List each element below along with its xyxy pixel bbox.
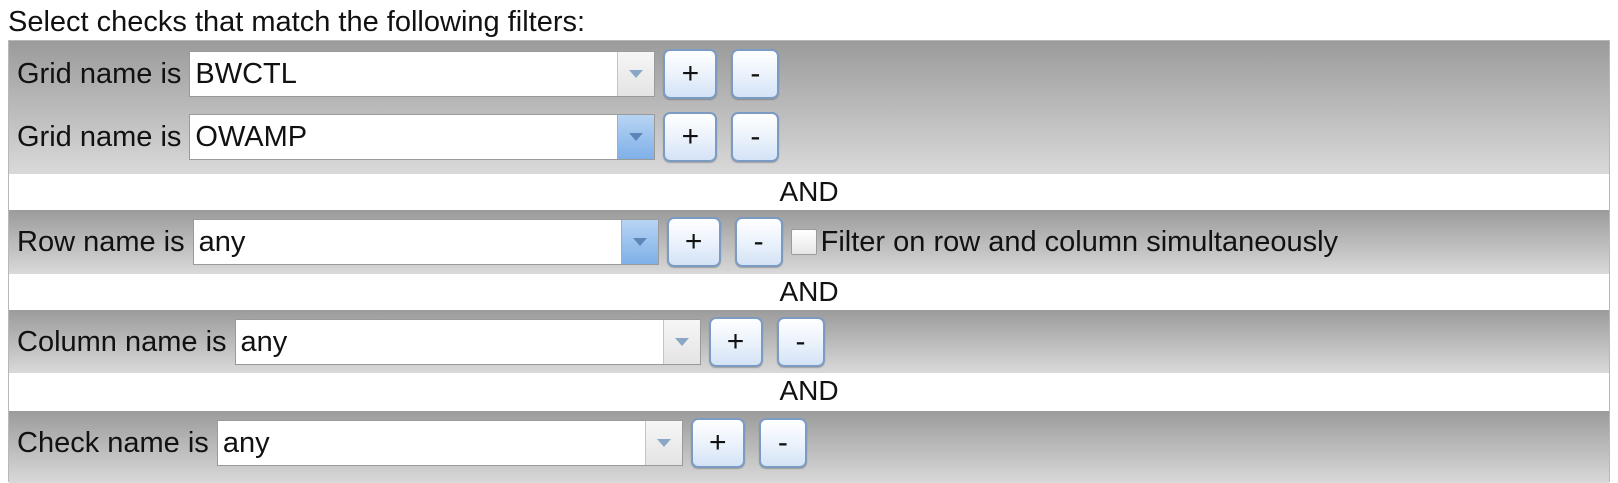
dropdown-arrow-button[interactable] [620, 220, 658, 264]
filter-panel: Grid name is BWCTL + - Grid name is OWAM… [8, 40, 1610, 483]
chevron-down-icon [674, 338, 689, 346]
and-separator: AND [779, 176, 839, 207]
add-filter-button[interactable]: + [708, 317, 763, 367]
add-filter-button[interactable]: + [666, 217, 721, 267]
remove-filter-button[interactable]: - [731, 112, 780, 162]
simultaneous-filter-label[interactable]: Filter on row and column simultaneously [820, 225, 1339, 258]
grid-name-select[interactable]: OWAMP [189, 114, 656, 160]
chevron-down-icon [629, 70, 644, 78]
grid-filter-row-2: Grid name is OWAMP + - [9, 112, 780, 162]
grid-filter-label: Grid name is [17, 57, 182, 90]
check-name-select[interactable]: any [216, 420, 683, 466]
column-filter-row: Column name is any + - [9, 317, 825, 367]
check-filter-row: Check name is any + - [9, 418, 807, 468]
dropdown-arrow-button[interactable] [617, 52, 655, 96]
dropdown-arrow-button[interactable] [644, 421, 682, 465]
and-separator: AND [779, 375, 839, 406]
row-filter-group: Row name is any + - Filter on row and co… [9, 210, 1609, 274]
filter-instructions: Select checks that match the following f… [8, 6, 586, 38]
remove-filter-button[interactable]: - [731, 49, 780, 99]
dropdown-arrow-button[interactable] [617, 115, 655, 159]
and-separator: AND [779, 276, 839, 307]
remove-filter-button[interactable]: - [758, 418, 807, 468]
column-filter-group: Column name is any + - [9, 310, 1609, 373]
add-filter-button[interactable]: + [663, 49, 718, 99]
column-name-value: any [240, 326, 288, 358]
row-name-select[interactable]: any [192, 219, 659, 265]
column-filter-label: Column name is [17, 325, 227, 358]
add-filter-button[interactable]: + [690, 418, 745, 468]
remove-filter-button[interactable]: - [734, 217, 783, 267]
grid-name-select[interactable]: BWCTL [189, 51, 656, 97]
dropdown-arrow-button[interactable] [662, 320, 700, 364]
grid-name-value: OWAMP [195, 121, 308, 153]
grid-filter-group: Grid name is BWCTL + - Grid name is OWAM… [9, 41, 1609, 174]
row-name-value: any [198, 226, 246, 258]
grid-filter-label: Grid name is [17, 120, 182, 153]
check-filter-label: Check name is [17, 426, 209, 459]
chevron-down-icon [632, 238, 647, 246]
check-name-value: any [222, 427, 270, 459]
simultaneous-filter-checkbox[interactable] [790, 229, 817, 255]
remove-filter-button[interactable]: - [776, 317, 825, 367]
column-name-select[interactable]: any [234, 319, 701, 365]
grid-name-value: BWCTL [195, 58, 297, 90]
check-filter-group: Check name is any + - [9, 411, 1609, 483]
add-filter-button[interactable]: + [663, 112, 718, 162]
grid-filter-row-1: Grid name is BWCTL + - [9, 49, 780, 99]
row-filter-label: Row name is [17, 225, 185, 258]
chevron-down-icon [629, 133, 644, 141]
chevron-down-icon [656, 439, 671, 447]
row-filter-row: Row name is any + - Filter on row and co… [9, 217, 1338, 267]
